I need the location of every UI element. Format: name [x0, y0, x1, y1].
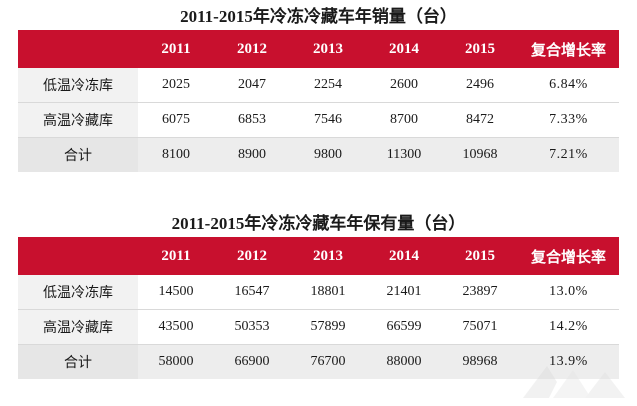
cell-value: 8472	[442, 102, 518, 138]
row-label: 合计	[18, 137, 138, 172]
cell-value: 88000	[366, 344, 442, 379]
cell-value: 66900	[214, 344, 290, 379]
cell-value: 2025	[138, 68, 214, 103]
cell-value: 57899	[290, 309, 366, 345]
cell-cagr: 7.33%	[518, 102, 619, 138]
cell-value: 14500	[138, 275, 214, 310]
cell-cagr: 14.2%	[518, 309, 619, 345]
column-header-cagr: 复合增长率	[518, 30, 619, 68]
column-header-2012: 2012	[214, 30, 290, 68]
row-label: 合计	[18, 344, 138, 379]
cell-value: 21401	[366, 275, 442, 310]
cell-cagr: 13.9%	[518, 344, 619, 379]
cell-value: 43500	[138, 309, 214, 345]
cell-value: 58000	[138, 344, 214, 379]
cell-value: 98968	[442, 344, 518, 379]
cell-cagr: 13.0%	[518, 275, 619, 310]
section-title-stock: 2011-2015年冷冻冷藏车年保有量（台）	[171, 214, 466, 233]
cell-value: 2496	[442, 68, 518, 103]
cell-value: 7546	[290, 102, 366, 138]
table-annual-stock: 2011 2012 2013 2014 2015 复合增长率 低温冷冻库 145…	[18, 237, 619, 379]
table-row: 高温冷藏库 6075 6853 7546 8700 8472 7.33%	[18, 102, 619, 138]
column-header-2011: 2011	[138, 30, 214, 68]
cell-value: 2047	[214, 68, 290, 103]
cell-cagr: 7.21%	[518, 137, 619, 172]
cell-value: 66599	[366, 309, 442, 345]
column-header-2015: 2015	[442, 237, 518, 275]
column-header-2011: 2011	[138, 237, 214, 275]
cell-value: 76700	[290, 344, 366, 379]
cell-value: 10968	[442, 137, 518, 172]
column-header-2013: 2013	[290, 237, 366, 275]
cell-value: 18801	[290, 275, 366, 310]
section-annual-stock: 2011-2015年冷冻冷藏车年保有量（台） 2011 2012 2013 20…	[0, 211, 637, 379]
cell-value: 8700	[366, 102, 442, 138]
cell-value: 11300	[366, 137, 442, 172]
row-label: 低温冷冻库	[18, 275, 138, 310]
cell-value: 50353	[214, 309, 290, 345]
row-label: 低温冷冻库	[18, 68, 138, 103]
cell-value: 16547	[214, 275, 290, 310]
cell-value: 75071	[442, 309, 518, 345]
column-header-2015: 2015	[442, 30, 518, 68]
section-annual-sales: 2011-2015年冷冻冷藏车年销量（台） 2011 2012 2013 201…	[0, 4, 637, 172]
cell-value: 9800	[290, 137, 366, 172]
column-header-2014: 2014	[366, 30, 442, 68]
cell-value: 8100	[138, 137, 214, 172]
cell-value: 6075	[138, 102, 214, 138]
table-annual-sales: 2011 2012 2013 2014 2015 复合增长率 低温冷冻库 202…	[18, 30, 619, 172]
table-row: 低温冷冻库 14500 16547 18801 21401 23897 13.0…	[18, 275, 619, 310]
table-row-total: 合计 8100 8900 9800 11300 10968 7.21%	[18, 137, 619, 172]
table-row: 高温冷藏库 43500 50353 57899 66599 75071 14.2…	[18, 309, 619, 345]
cell-value: 2600	[366, 68, 442, 103]
cell-cagr: 6.84%	[518, 68, 619, 103]
column-header-2013: 2013	[290, 30, 366, 68]
row-label: 高温冷藏库	[18, 309, 138, 345]
row-label: 高温冷藏库	[18, 102, 138, 138]
table-header-row: 2011 2012 2013 2014 2015 复合增长率	[18, 237, 619, 275]
table-header-row: 2011 2012 2013 2014 2015 复合增长率	[18, 30, 619, 68]
column-header-2014: 2014	[366, 237, 442, 275]
cell-value: 2254	[290, 68, 366, 103]
column-header-category	[18, 30, 138, 68]
table-row-total: 合计 58000 66900 76700 88000 98968 13.9%	[18, 344, 619, 379]
cell-value: 6853	[214, 102, 290, 138]
column-header-2012: 2012	[214, 237, 290, 275]
table-row: 低温冷冻库 2025 2047 2254 2600 2496 6.84%	[18, 68, 619, 103]
cell-value: 8900	[214, 137, 290, 172]
cell-value: 23897	[442, 275, 518, 310]
column-header-cagr: 复合增长率	[518, 237, 619, 275]
column-header-category	[18, 237, 138, 275]
section-title-sales: 2011-2015年冷冻冷藏车年销量（台）	[180, 7, 457, 26]
